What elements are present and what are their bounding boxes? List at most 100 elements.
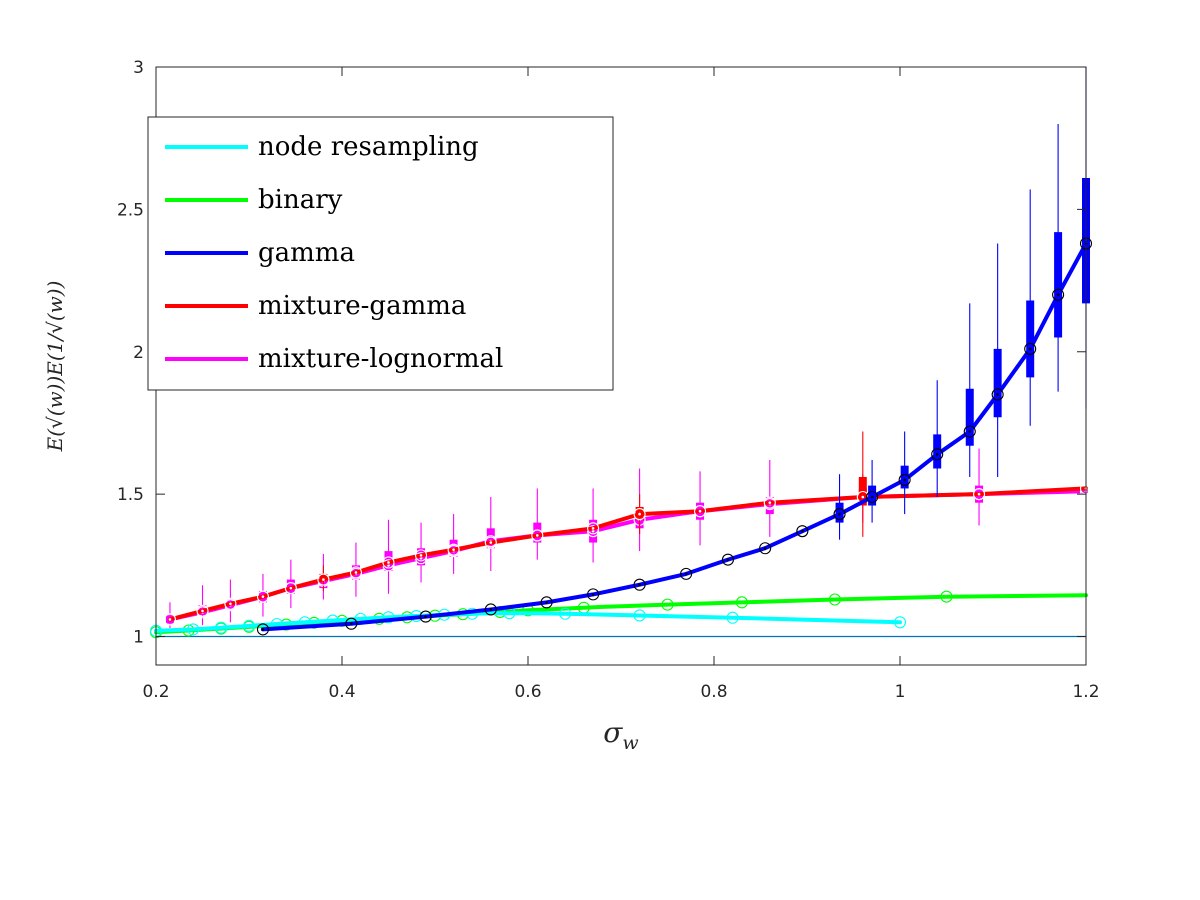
data-point bbox=[187, 623, 200, 636]
legend-label: binary bbox=[258, 185, 343, 215]
y-axis-label: E(√(w))E(1/√(w)) bbox=[43, 281, 67, 453]
series-line bbox=[260, 241, 1088, 632]
data-point bbox=[484, 603, 497, 616]
data-point-center bbox=[591, 593, 595, 596]
data-point-center bbox=[1056, 293, 1060, 297]
data-point-center bbox=[322, 578, 325, 581]
data-point bbox=[1052, 288, 1065, 301]
data-point bbox=[256, 623, 270, 636]
data-point bbox=[531, 529, 544, 542]
data-point bbox=[633, 609, 646, 622]
data-point-center bbox=[261, 595, 265, 598]
data-point bbox=[759, 542, 772, 555]
x-axis-label-symbol: σ bbox=[603, 716, 623, 749]
data-point bbox=[633, 578, 646, 591]
data-point bbox=[284, 582, 297, 595]
data-point bbox=[224, 597, 237, 610]
data-point bbox=[833, 508, 846, 521]
data-point bbox=[661, 598, 674, 611]
data-point-center bbox=[545, 601, 548, 604]
y-tick-label: 3 bbox=[133, 58, 144, 78]
data-point-center bbox=[229, 602, 232, 606]
legend-label: node resampling bbox=[258, 132, 479, 162]
data-point-center bbox=[861, 495, 865, 499]
y-tick-label: 2 bbox=[133, 343, 144, 363]
legend-label: mixture-lognormal bbox=[258, 344, 503, 374]
data-point-center bbox=[354, 571, 358, 574]
data-point-center bbox=[768, 501, 772, 504]
legend: node resampling binary gamma mixture-gamma m… bbox=[147, 116, 614, 391]
data-point-center bbox=[996, 393, 999, 396]
data-point-center bbox=[424, 615, 428, 618]
data-point bbox=[317, 573, 330, 586]
data-point-center bbox=[638, 583, 641, 586]
data-point bbox=[828, 593, 841, 606]
data-point bbox=[587, 525, 600, 538]
y-tick-label: 1.5 bbox=[117, 485, 144, 505]
data-point bbox=[693, 505, 707, 518]
data-point bbox=[726, 611, 739, 624]
data-point-center bbox=[763, 546, 767, 550]
legend-label: gamma bbox=[258, 238, 355, 268]
data-point bbox=[931, 448, 944, 461]
data-point-center bbox=[387, 561, 390, 564]
data-point bbox=[484, 536, 497, 549]
data-point bbox=[163, 613, 176, 626]
data-point-center bbox=[591, 527, 595, 530]
data-point bbox=[893, 616, 907, 629]
data-point bbox=[419, 610, 432, 623]
data-point-center bbox=[536, 534, 539, 537]
data-point bbox=[972, 488, 986, 501]
series-gamma bbox=[256, 67, 1093, 636]
data-point-center bbox=[903, 478, 906, 482]
data-point-center bbox=[289, 586, 293, 590]
data-point-center bbox=[168, 618, 172, 621]
x-tick-label: 0.6 bbox=[514, 682, 541, 702]
y-tick-label: 1 bbox=[133, 628, 144, 648]
data-point-center bbox=[419, 554, 423, 557]
data-point bbox=[447, 543, 460, 556]
x-axis-label: σw bbox=[603, 716, 638, 754]
y-tick-label: 2.5 bbox=[117, 200, 144, 220]
data-point bbox=[215, 621, 228, 634]
x-tick-label: 1 bbox=[895, 682, 906, 702]
data-point bbox=[991, 388, 1004, 401]
data-point bbox=[345, 617, 358, 630]
data-point bbox=[382, 556, 395, 569]
data-point bbox=[540, 596, 553, 609]
data-point bbox=[349, 566, 363, 579]
x-tick-label: 0.8 bbox=[700, 682, 727, 702]
data-point bbox=[256, 590, 270, 603]
data-point-center bbox=[489, 541, 493, 544]
x-axis-label-subscript: w bbox=[622, 732, 638, 754]
data-point-center bbox=[261, 628, 265, 631]
data-point-center bbox=[638, 512, 641, 516]
data-point bbox=[196, 604, 209, 617]
data-point bbox=[866, 490, 879, 504]
data-point bbox=[940, 590, 953, 603]
data-point bbox=[587, 522, 600, 535]
data-point bbox=[382, 611, 395, 624]
data-point bbox=[633, 508, 646, 521]
data-point-center bbox=[801, 529, 804, 533]
data-point bbox=[963, 425, 976, 438]
data-point-center bbox=[870, 495, 874, 499]
data-point-center bbox=[684, 572, 688, 576]
data-point bbox=[242, 619, 256, 632]
x-tick-label: 0.2 bbox=[142, 682, 169, 702]
data-point-center bbox=[591, 529, 595, 533]
data-point-center bbox=[452, 548, 455, 551]
data-point-center bbox=[1028, 347, 1032, 351]
data-point bbox=[763, 496, 776, 509]
data-point bbox=[796, 525, 809, 538]
data-point-center bbox=[698, 509, 702, 513]
plot-area bbox=[149, 67, 1093, 639]
x-tick-label: 0.4 bbox=[328, 682, 355, 702]
data-point-center bbox=[838, 512, 841, 516]
x-tick-label: 1.2 bbox=[1072, 682, 1099, 702]
data-point bbox=[587, 588, 600, 601]
data-point bbox=[1024, 342, 1037, 355]
data-point-center bbox=[489, 608, 493, 611]
data-point bbox=[559, 607, 572, 620]
